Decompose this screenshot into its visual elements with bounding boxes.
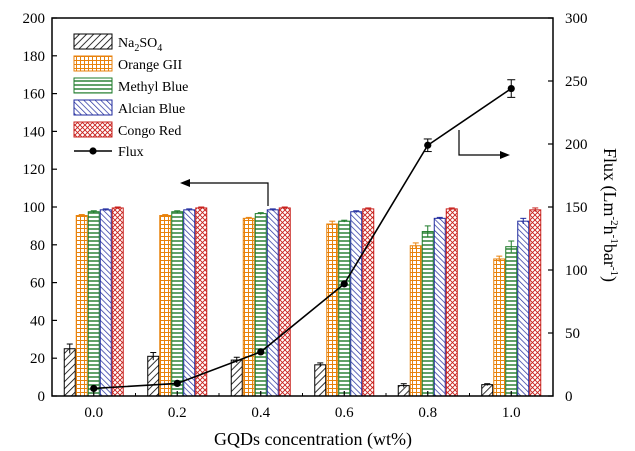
right-axis-tick-label: 200 — [565, 137, 588, 153]
left-axis-tick-label: 180 — [23, 49, 46, 65]
legend-swatch — [73, 33, 113, 50]
x-axis-tick-label: 0.8 — [418, 405, 437, 421]
bar — [254, 213, 267, 397]
bar — [111, 207, 124, 397]
bar — [63, 348, 76, 397]
right-axis-tick-label: 50 — [565, 326, 580, 342]
bar — [87, 211, 100, 397]
right-axis-tick-label: 150 — [565, 200, 588, 216]
bar — [421, 231, 434, 397]
x-axis-tick-label: 0.2 — [168, 405, 187, 421]
x-axis-tick-label: 0.4 — [251, 405, 270, 421]
bar — [326, 223, 339, 397]
bar — [445, 208, 458, 397]
legend-label: Methyl Blue — [118, 80, 188, 95]
legend-label: Orange GII — [118, 58, 182, 73]
bar — [481, 384, 494, 397]
plot-frame — [51, 17, 554, 397]
bar — [242, 217, 255, 397]
bar — [314, 364, 327, 397]
bar — [75, 215, 88, 397]
legend-swatch — [73, 77, 113, 94]
right-axis-tick-label: 300 — [565, 11, 588, 27]
right-axis-title: Flux (Lm-2h-1bar-1) — [599, 148, 620, 282]
x-axis-title: GQDs concentration (wt%) — [214, 429, 412, 450]
left-axis-tick-label: 200 — [23, 11, 46, 27]
x-axis-tick-label: 0.6 — [335, 405, 354, 421]
bar — [278, 207, 291, 397]
left-axis-tick-label: 40 — [30, 313, 45, 329]
flux-line — [93, 87, 512, 390]
flux-point — [257, 348, 265, 356]
bar — [159, 215, 172, 397]
left-axis-tick-label: 80 — [30, 238, 45, 254]
right-axis-tick-label: 0 — [565, 389, 573, 405]
legend-label: Alcian Blue — [118, 102, 185, 117]
x-axis-tick-label: 0.0 — [84, 405, 103, 421]
bar — [183, 209, 196, 397]
ticks-layer: 0 20 40 60 80 100 120 140 160 180 200 0 50 100 150 200 2… — [23, 11, 588, 421]
legend: Na2SO4 Orange GII Methyl Blue Alcian Blue Co… — [73, 33, 188, 160]
flux-line-layer — [90, 79, 516, 393]
bar — [147, 355, 160, 397]
bar — [338, 220, 351, 397]
left-axis-tick-label: 60 — [30, 276, 45, 292]
right-axis-tick-label: 100 — [565, 263, 588, 279]
flux-point — [424, 141, 432, 149]
left-axis-tick-label: 0 — [38, 389, 46, 405]
bar — [266, 209, 279, 397]
flux-point — [90, 384, 98, 393]
legend-label: Na2SO4 — [118, 36, 162, 54]
legend-swatch — [73, 55, 113, 72]
bar — [350, 211, 363, 397]
bar — [409, 245, 422, 397]
bar — [433, 217, 446, 397]
legend-swatch — [73, 99, 113, 116]
right-axis-tick-label: 250 — [565, 74, 588, 90]
left-axis-tick-label: 20 — [30, 351, 45, 367]
right-axis-arrow — [458, 130, 510, 159]
left-axis-tick-label: 140 — [23, 124, 46, 140]
legend-label: Congo Red — [118, 124, 181, 139]
flux-point — [340, 280, 348, 288]
bar — [230, 359, 243, 397]
bar — [195, 207, 208, 397]
bars-layer — [63, 206, 542, 397]
legend-swatch — [73, 121, 113, 138]
bar — [171, 211, 184, 397]
bar — [529, 209, 542, 397]
legend-flux-marker — [89, 147, 97, 155]
left-axis-tick-label: 100 — [23, 200, 46, 216]
x-axis-tick-label: 1.0 — [502, 405, 521, 421]
bar — [493, 258, 506, 397]
left-axis-tick-label: 120 — [23, 162, 46, 178]
bar — [517, 220, 530, 397]
legend-label: Flux — [118, 145, 144, 160]
left-axis-tick-label: 160 — [23, 87, 46, 103]
flux-point — [173, 379, 181, 387]
bar — [505, 246, 518, 397]
bar — [99, 209, 112, 397]
flux-point — [507, 84, 515, 93]
left-axis-arrow — [180, 179, 269, 206]
